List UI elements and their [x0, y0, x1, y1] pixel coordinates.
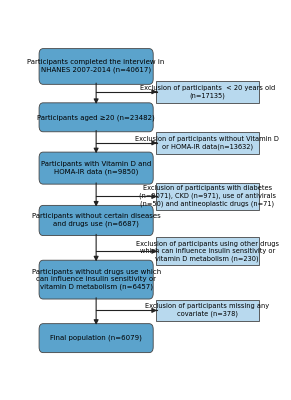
Text: Participants with Vitamin D and
HOMA-IR data (n=9850): Participants with Vitamin D and HOMA-IR …	[41, 161, 151, 175]
Text: Participants without certain diseases
and drugs use (n=6687): Participants without certain diseases an…	[32, 214, 161, 228]
FancyBboxPatch shape	[39, 49, 153, 84]
FancyBboxPatch shape	[156, 81, 258, 103]
FancyBboxPatch shape	[39, 260, 153, 299]
Text: Participants aged ≥20 (n=23482): Participants aged ≥20 (n=23482)	[37, 114, 155, 120]
FancyBboxPatch shape	[39, 324, 153, 353]
FancyBboxPatch shape	[156, 182, 258, 210]
Text: Exclusion of participants  < 20 years old
(n=17135): Exclusion of participants < 20 years old…	[140, 85, 275, 99]
Text: Exclusion of participants with diabetes
(n=2071), CKD (n=971), use of antivirals: Exclusion of participants with diabetes …	[139, 186, 276, 208]
FancyBboxPatch shape	[156, 238, 258, 265]
Text: Exclusion of participants without Vitamin D
or HOMA-IR data(n=13632): Exclusion of participants without Vitami…	[135, 136, 279, 150]
Text: Participants without drugs use which
can influence insulin sensitivity or
vitami: Participants without drugs use which can…	[31, 269, 161, 290]
FancyBboxPatch shape	[39, 103, 153, 132]
Text: Exclusion of participants using other drugs
which can influence insulin sensitiv: Exclusion of participants using other dr…	[136, 240, 279, 262]
FancyBboxPatch shape	[39, 205, 153, 236]
Text: Exclusion of participants missing any
covariate (n=378): Exclusion of participants missing any co…	[145, 304, 269, 318]
FancyBboxPatch shape	[156, 300, 258, 321]
Text: Final population (n=6079): Final population (n=6079)	[50, 335, 142, 341]
FancyBboxPatch shape	[156, 132, 258, 154]
Text: Participants completed the interview in
NHANES 2007-2014 (n=40617): Participants completed the interview in …	[27, 60, 165, 74]
FancyBboxPatch shape	[39, 152, 153, 184]
